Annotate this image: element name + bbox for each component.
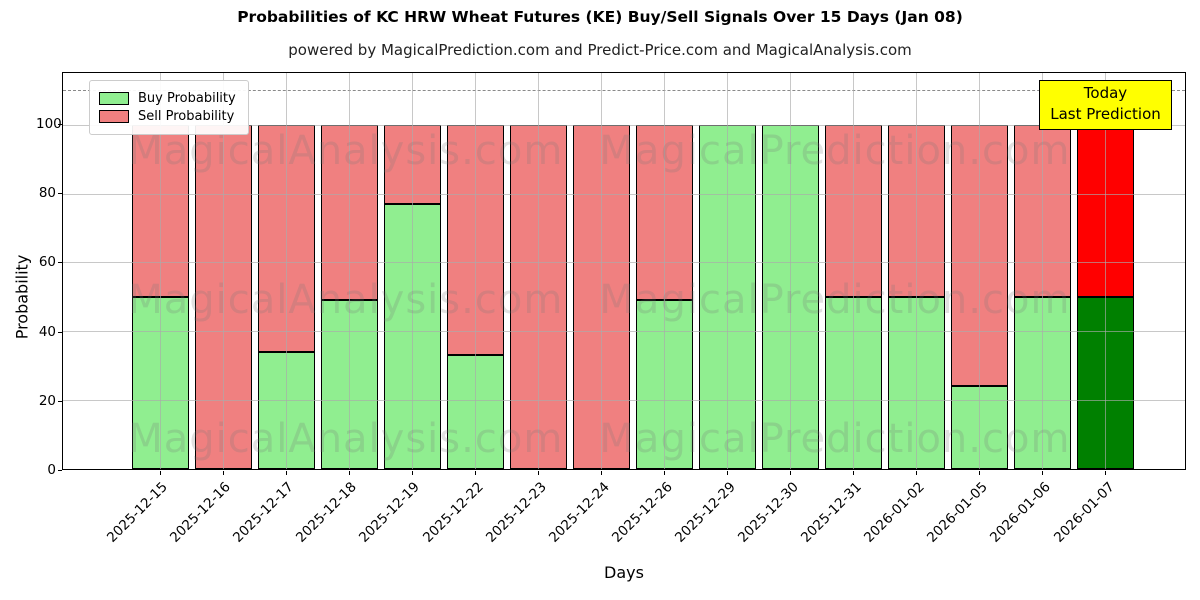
x-tick-label: 2025-12-30	[735, 479, 802, 546]
x-tick-label: 2025-12-31	[798, 479, 865, 546]
bar-sell-2025-12-23	[509, 124, 567, 469]
bar-sell-2026-01-02	[887, 124, 945, 297]
x-tick-label: 2025-12-16	[167, 479, 234, 546]
bar-buy-2025-12-31	[824, 296, 882, 469]
x-tick-mark	[1042, 471, 1044, 475]
today-annotation-line2: Last Prediction	[1050, 105, 1161, 124]
x-tick-mark	[853, 471, 855, 475]
y-tick-label: 40	[38, 323, 56, 340]
x-axis-title: Days	[604, 563, 644, 582]
y-tick-label: 0	[47, 462, 56, 478]
x-tick-mark	[916, 471, 918, 475]
bar-buy-2026-01-02	[887, 296, 945, 469]
x-tick-mark	[412, 471, 414, 475]
x-tick-label: 2026-01-07	[1050, 479, 1118, 546]
x-tick-label: 2026-01-02	[861, 479, 929, 546]
legend-label-sell: Sell Probability	[138, 109, 235, 124]
chart-title: Probabilities of KC HRW Wheat Futures (K…	[237, 8, 963, 26]
today-annotation-line1: Today	[1083, 84, 1128, 102]
bar-buy-2026-01-07	[1076, 296, 1134, 469]
bar-sell-2025-12-31	[824, 124, 882, 297]
x-tick-mark	[538, 471, 540, 475]
x-tick-mark	[475, 471, 477, 475]
x-tick-label: 2025-12-29	[671, 479, 739, 546]
x-tick-mark	[727, 471, 729, 475]
x-tick-mark	[664, 471, 666, 475]
x-tick-mark	[790, 471, 792, 475]
x-tick-label: 2025-12-19	[356, 479, 424, 546]
x-tick-label: 2025-12-26	[608, 479, 676, 546]
y-tick-mark	[58, 331, 62, 333]
x-tick-label: 2026-01-05	[924, 479, 992, 546]
y-tick-mark	[58, 470, 62, 471]
y-tick-mark	[58, 400, 62, 402]
x-tick-label: 2025-12-23	[482, 479, 550, 546]
chart-subtitle: powered by MagicalPrediction.com and Pre…	[288, 41, 912, 59]
x-tick-mark	[160, 471, 162, 475]
bar-buy-2025-12-18	[320, 300, 378, 469]
watermark-text: MagicalAnalysis.com	[128, 416, 564, 463]
y-tick-mark	[58, 193, 62, 195]
x-tick-label: 2025-12-15	[104, 479, 171, 546]
x-tick-label: 2025-12-18	[293, 479, 361, 546]
x-tick-mark	[979, 471, 981, 475]
legend-label-buy: Buy Probability	[138, 91, 236, 106]
legend-item-buy: Buy Probability	[99, 91, 236, 106]
bar-sell-2026-01-07	[1076, 124, 1134, 297]
y-axis-title: Probability	[12, 254, 32, 340]
bar-buy-2025-12-26	[635, 300, 693, 469]
y-tick-label: 80	[38, 185, 56, 202]
x-axis-labels: 2025-12-15 2025-12-16 2025-12-17 2025-12-18…	[62, 470, 1186, 570]
x-tick-label: 2025-12-24	[545, 479, 613, 546]
plot-area: MagicalAnalysis.com MagicalAnalysis.com Ma…	[62, 72, 1186, 475]
x-tick-label: 2025-12-17	[230, 479, 298, 546]
y-tick-label: 100	[36, 115, 62, 132]
bar-sell-2025-12-26	[635, 124, 693, 301]
x-tick-label: 2025-12-22	[419, 479, 487, 546]
watermark-text: MagicalPrediction.com	[599, 416, 1071, 463]
x-tick-mark	[1105, 471, 1107, 475]
x-tick-mark	[601, 471, 603, 475]
x-tick-mark	[223, 471, 225, 475]
today-annotation-box: Today Last Prediction	[1039, 80, 1172, 130]
y-tick-label: 20	[38, 392, 56, 409]
x-tick-mark	[286, 471, 288, 475]
bar-sell-2025-12-18	[320, 124, 378, 301]
legend-item-sell: Sell Probability	[99, 109, 236, 124]
buy-color-swatch	[99, 92, 129, 105]
bar-sell-2026-01-05	[950, 124, 1008, 387]
bar-buy-2025-12-30	[761, 124, 819, 469]
bar-sell-2025-12-24	[572, 124, 630, 469]
sell-color-swatch	[99, 110, 129, 123]
x-tick-label: 2026-01-06	[987, 479, 1055, 546]
watermark-text: MagicalAnalysis.com	[128, 127, 564, 174]
y-tick-mark	[58, 262, 62, 264]
watermark-text: MagicalAnalysis.com	[128, 276, 564, 323]
watermark-text: MagicalPrediction.com	[599, 276, 1071, 323]
x-tick-mark	[349, 471, 351, 475]
bar-sell-2025-12-17	[257, 124, 315, 352]
bar-sell-2025-12-16	[194, 124, 252, 469]
y-tick-label: 60	[38, 254, 56, 271]
legend: Buy Probability Sell Probability	[89, 80, 249, 135]
watermark-text: MagicalPrediction.com	[599, 127, 1071, 174]
y-tick-mark	[58, 123, 62, 125]
bar-buy-2025-12-17	[257, 351, 315, 469]
